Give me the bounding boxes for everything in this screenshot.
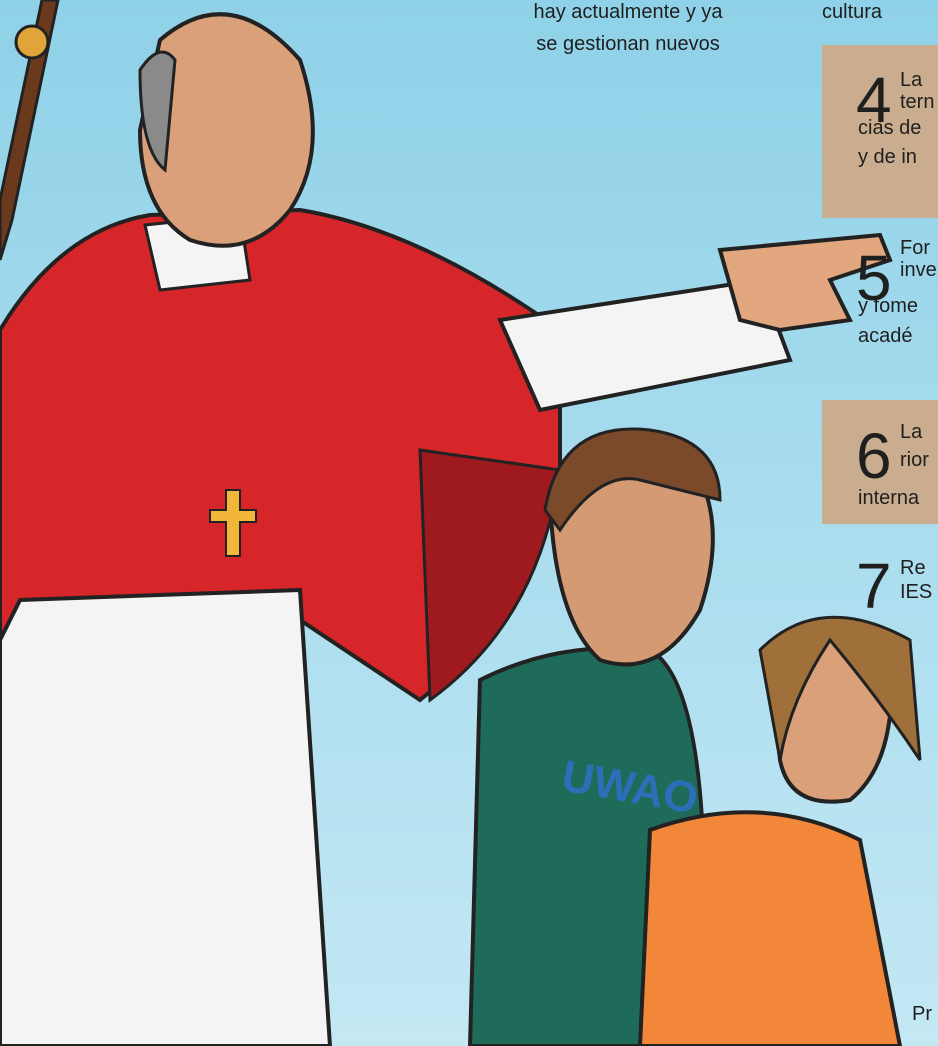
item-text: cias de	[858, 118, 921, 138]
staff-knob	[16, 26, 48, 58]
item-text: y fome	[858, 296, 918, 316]
item-text: tern	[900, 92, 934, 112]
item-text: interna	[858, 488, 919, 508]
item-number: 6	[856, 424, 892, 488]
footer-text: Pr	[912, 1004, 932, 1024]
item-text: acadé	[858, 326, 913, 346]
item-text: y de in	[858, 147, 917, 167]
student2-shirt	[640, 812, 900, 1046]
side-text: cultura	[822, 2, 882, 22]
robe	[0, 590, 330, 1046]
item-text: rior	[900, 450, 929, 470]
item-text: La	[900, 422, 922, 442]
item-text: La	[900, 70, 922, 90]
intro-line: hay actualmente y ya	[488, 2, 768, 22]
item-text: For	[900, 238, 930, 258]
item-text: Re	[900, 558, 926, 578]
illustration: UWAO	[0, 0, 938, 1046]
item-text: IES	[900, 582, 932, 602]
page: {"top_text": {"lines": ["hay actualmente…	[0, 0, 938, 1046]
item-number: 7	[856, 554, 892, 618]
item-text: inve	[900, 260, 937, 280]
intro-line: se gestionan nuevos	[488, 34, 768, 54]
